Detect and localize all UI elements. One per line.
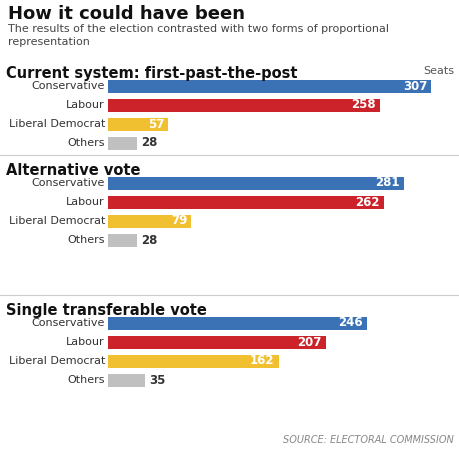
- Text: Conservative: Conservative: [32, 81, 105, 91]
- Text: Others: Others: [67, 375, 105, 385]
- Bar: [108, 118, 168, 130]
- Text: How it could have been: How it could have been: [8, 5, 245, 23]
- Text: 246: 246: [338, 317, 362, 330]
- Text: Seats: Seats: [422, 66, 453, 76]
- Bar: [108, 215, 191, 227]
- Text: 258: 258: [350, 98, 375, 111]
- Text: 307: 307: [402, 79, 426, 92]
- Text: SOURCE: ELECTORAL COMMISSION: SOURCE: ELECTORAL COMMISSION: [283, 435, 453, 445]
- Text: Labour: Labour: [66, 337, 105, 347]
- Text: Others: Others: [67, 235, 105, 245]
- Text: The results of the election contrasted with two forms of proportional
representa: The results of the election contrasted w…: [8, 24, 388, 47]
- Text: 35: 35: [149, 373, 165, 387]
- Text: Conservative: Conservative: [32, 178, 105, 188]
- Bar: [108, 137, 137, 149]
- Text: Liberal Democrat: Liberal Democrat: [9, 119, 105, 129]
- Text: 79: 79: [170, 215, 187, 227]
- Bar: [108, 98, 379, 111]
- Text: Current system: first-past-the-post: Current system: first-past-the-post: [6, 66, 297, 81]
- Bar: [108, 373, 145, 387]
- Text: Labour: Labour: [66, 197, 105, 207]
- Text: 262: 262: [355, 195, 379, 208]
- Bar: [108, 79, 431, 92]
- Bar: [108, 176, 403, 189]
- Bar: [108, 354, 278, 368]
- Text: 162: 162: [250, 354, 274, 368]
- Text: Others: Others: [67, 138, 105, 148]
- Bar: [108, 336, 325, 349]
- Text: 207: 207: [297, 336, 321, 349]
- Bar: [108, 234, 137, 247]
- Text: 28: 28: [141, 137, 157, 149]
- Text: Alternative vote: Alternative vote: [6, 163, 140, 178]
- Text: Liberal Democrat: Liberal Democrat: [9, 356, 105, 366]
- Text: 57: 57: [147, 118, 164, 130]
- Text: Conservative: Conservative: [32, 318, 105, 328]
- Bar: [108, 195, 383, 208]
- Text: Liberal Democrat: Liberal Democrat: [9, 216, 105, 226]
- Text: Single transferable vote: Single transferable vote: [6, 303, 207, 318]
- Text: 281: 281: [375, 176, 399, 189]
- Text: Labour: Labour: [66, 100, 105, 110]
- Text: 28: 28: [141, 234, 157, 247]
- Bar: [108, 317, 366, 330]
